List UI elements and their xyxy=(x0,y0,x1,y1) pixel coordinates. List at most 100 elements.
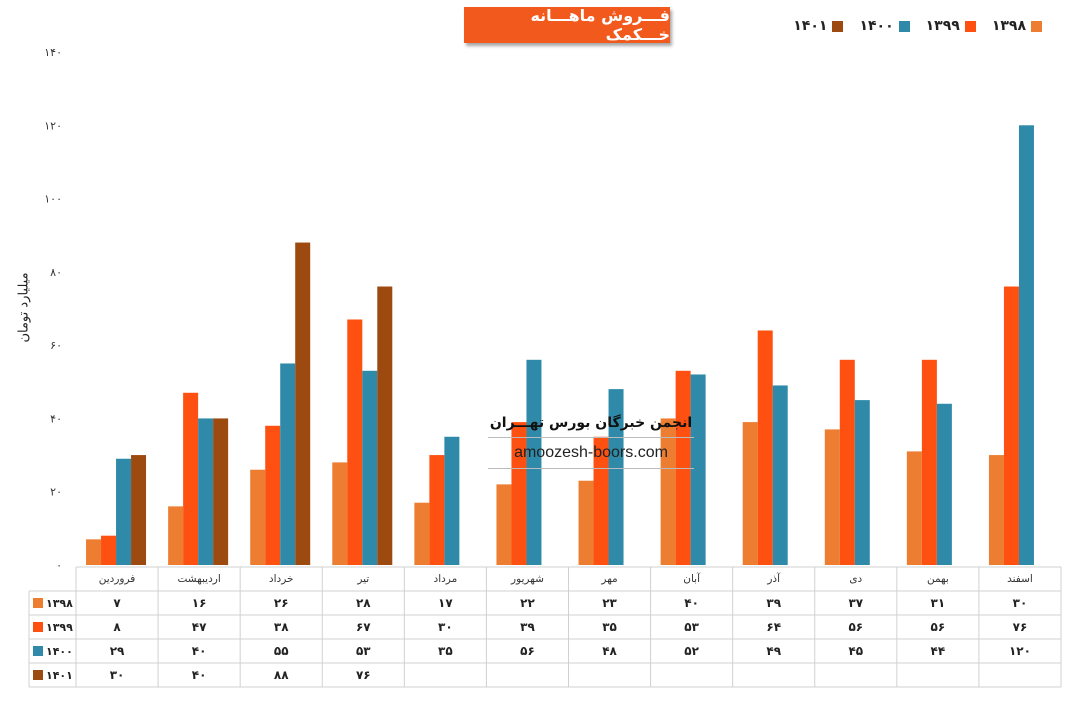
bar xyxy=(660,418,676,565)
legend-swatch xyxy=(898,20,910,32)
bar xyxy=(213,418,229,565)
legend-item: ۱۴۰۱ xyxy=(793,18,844,34)
bar xyxy=(198,418,214,565)
x-tick-label: فروردین xyxy=(99,573,136,585)
bar xyxy=(101,535,117,565)
x-tick-label: مهر xyxy=(600,573,617,585)
data-label: ۵۵ xyxy=(274,644,289,658)
bar xyxy=(414,502,430,565)
bar xyxy=(429,455,445,565)
x-tick-label: آبان xyxy=(683,572,701,585)
bar xyxy=(742,422,758,565)
bar xyxy=(131,455,147,565)
bar xyxy=(377,286,393,565)
legend-label: ۱۳۹۸ xyxy=(991,18,1026,34)
legend-label: ۱۴۰۰ xyxy=(859,18,894,34)
x-tick-label: خرداد xyxy=(269,573,294,585)
bar xyxy=(362,370,378,565)
table-series-name: ۱۳۹۹ xyxy=(46,621,73,634)
chart-title-text: فـــروش ماهـــانه خـــکمک xyxy=(530,6,670,44)
data-label: ۳۰ xyxy=(438,620,453,634)
table-series-swatch xyxy=(33,646,43,656)
bar xyxy=(250,469,266,565)
data-label: ۲۳ xyxy=(602,596,617,610)
data-label: ۳۵ xyxy=(438,644,453,658)
data-label: ۷۶ xyxy=(356,668,371,682)
data-label: ۵۶ xyxy=(520,644,535,658)
bar xyxy=(839,359,855,565)
legend-swatch xyxy=(964,20,976,32)
x-tick-label: اسفند xyxy=(1007,573,1033,585)
data-label: ۵۶ xyxy=(848,620,863,634)
bar xyxy=(578,480,594,565)
data-label: ۴۹ xyxy=(766,644,781,658)
bar xyxy=(921,359,937,565)
bar xyxy=(168,506,184,565)
x-tick-label: دی xyxy=(849,573,862,585)
watermark: انجمن خبرگان بورس تهـــران amoozesh-boor… xyxy=(488,415,694,475)
data-label: ۸۸ xyxy=(274,668,289,682)
data-label: ۴۷ xyxy=(192,620,207,634)
data-label: ۳۹ xyxy=(520,620,535,634)
bar xyxy=(936,403,952,565)
legend: ۱۳۹۸ ۱۳۹۹ ۱۴۰۰ ۱۴۰۱ xyxy=(793,18,1042,34)
bar xyxy=(988,455,1004,565)
bar xyxy=(332,462,348,565)
data-label: ۳۸ xyxy=(274,620,289,634)
legend-item: ۱۳۹۹ xyxy=(926,18,976,34)
watermark-divider xyxy=(488,437,694,438)
legend-label: ۱۳۹۹ xyxy=(925,18,960,34)
bar xyxy=(690,374,706,565)
chart-title: فـــروش ماهـــانه خـــکمک xyxy=(464,6,670,44)
bar xyxy=(295,242,311,566)
table-series-name: ۱۴۰۱ xyxy=(46,669,73,682)
y-tick-label: ۶۰ xyxy=(50,339,62,352)
bar xyxy=(824,429,840,565)
data-label: ۳۵ xyxy=(602,620,617,634)
data-label: ۳۷ xyxy=(848,596,863,610)
bar xyxy=(183,392,199,565)
data-label: ۳۹ xyxy=(766,596,781,610)
data-label: ۱۲۰ xyxy=(1009,644,1031,658)
data-label: ۵۳ xyxy=(356,644,371,658)
bar xyxy=(444,436,460,565)
data-label: ۵۶ xyxy=(931,620,946,634)
data-label: ۷ xyxy=(113,596,121,610)
watermark-title: انجمن خبرگان بورس تهـــران xyxy=(489,415,693,431)
x-tick-label: آذر xyxy=(766,572,781,585)
table-series-swatch xyxy=(33,598,43,608)
bar xyxy=(675,370,691,565)
watermark-divider xyxy=(488,468,694,469)
bar xyxy=(116,458,132,565)
bar xyxy=(1018,125,1034,566)
data-label: ۲۸ xyxy=(356,596,371,610)
data-label: ۳۱ xyxy=(931,596,946,610)
data-label: ۶۴ xyxy=(766,620,781,634)
data-label: ۴۰ xyxy=(684,596,699,610)
watermark-url: amoozesh-boors.com xyxy=(514,444,668,461)
bar xyxy=(608,389,624,565)
legend-swatch xyxy=(1031,20,1042,32)
data-label: ۲۹ xyxy=(110,644,125,658)
y-tick-label: ۱۰۰ xyxy=(44,193,62,206)
bar xyxy=(526,359,542,565)
legend-swatch xyxy=(832,20,844,32)
data-label: ۵۲ xyxy=(684,644,699,658)
x-tick-label: مرداد xyxy=(434,573,458,585)
table-series-swatch xyxy=(33,670,43,680)
y-tick-label: ۸۰ xyxy=(50,266,62,279)
data-label: ۴۰ xyxy=(192,644,207,658)
bar xyxy=(757,330,773,565)
legend-item: ۱۳۹۸ xyxy=(992,18,1042,34)
bar xyxy=(86,539,102,565)
table-series-swatch xyxy=(33,622,43,632)
bar xyxy=(496,484,512,565)
bar xyxy=(511,422,527,565)
y-tick-label: ۱۴۰ xyxy=(44,46,62,59)
bar xyxy=(772,385,788,565)
y-tick-label: ۱۲۰ xyxy=(44,119,62,132)
bar xyxy=(1003,286,1019,565)
x-tick-label: تیر xyxy=(356,573,369,585)
data-label: ۳۰ xyxy=(110,668,125,682)
